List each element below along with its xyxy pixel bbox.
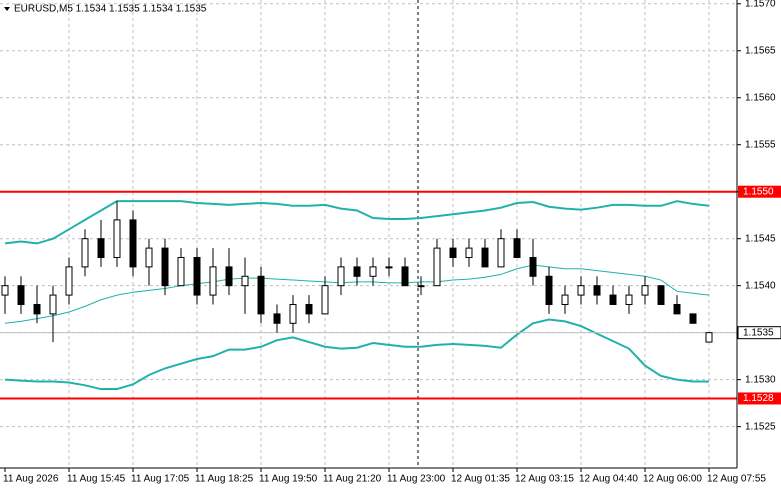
candle-body <box>385 266 393 269</box>
band-lower <box>4 318 709 391</box>
candle-body <box>449 247 457 258</box>
level-label-box <box>738 392 781 405</box>
y-tick-label: 1.1560 <box>745 92 776 103</box>
candle-body <box>81 238 89 268</box>
candle-body <box>513 238 521 258</box>
candle-body <box>193 256 201 296</box>
candle-body <box>689 313 697 324</box>
candle-body <box>465 247 473 258</box>
chart-title: EURUSD,M5 1.1534 1.1535 1.1534 1.1535 <box>14 4 207 15</box>
level-label: 1.1550 <box>743 186 774 197</box>
candle-body <box>209 266 217 296</box>
y-tick-label: 1.1555 <box>745 139 776 150</box>
candle-body <box>369 266 377 277</box>
candle-body <box>609 294 617 305</box>
candle-body <box>97 238 105 258</box>
candle-body <box>481 247 489 268</box>
x-tick-label: 12 Aug 03:15 <box>515 474 574 485</box>
band-upper <box>4 200 710 245</box>
y-tick-label: 1.1525 <box>745 421 776 432</box>
candle-body <box>305 303 313 315</box>
x-tick-label: 12 Aug 01:35 <box>451 474 510 485</box>
y-tick-label: 1.1545 <box>745 233 776 244</box>
x-tick-label: 12 Aug 04:40 <box>579 474 638 485</box>
candle-body <box>49 294 57 315</box>
candle-body <box>353 266 361 277</box>
y-tick-label: 1.1570 <box>745 0 776 9</box>
candle-body <box>657 285 665 305</box>
candle-body <box>177 256 185 287</box>
candle-body <box>705 332 713 343</box>
x-tick-label: 11 Aug 23:00 <box>387 474 446 485</box>
candle-body <box>545 275 553 305</box>
candle-body <box>401 266 409 287</box>
candle-body <box>273 313 281 324</box>
symbol-menu-icon[interactable] <box>4 7 10 11</box>
candle-body <box>225 266 233 287</box>
level-label: 1.1528 <box>743 393 774 404</box>
candle-body <box>1 285 9 296</box>
x-tick-label: 11 Aug 17:05 <box>131 474 190 485</box>
candle-body <box>529 256 537 277</box>
candle-body <box>321 285 329 315</box>
x-tick-label: 11 Aug 19:50 <box>259 474 318 485</box>
candle-body <box>145 247 153 268</box>
candle-body <box>417 285 425 288</box>
candle-body <box>577 285 585 296</box>
candle-body <box>337 266 345 287</box>
candle-body <box>433 247 441 287</box>
candle-body <box>113 219 121 258</box>
candle-body <box>257 275 265 315</box>
candle-body <box>673 303 681 315</box>
x-tick-label: 11 Aug 18:25 <box>195 474 254 485</box>
candle-body <box>497 238 505 268</box>
candle-body <box>625 294 633 305</box>
candle-body <box>33 303 41 315</box>
x-tick-label: 11 Aug 21:20 <box>323 474 382 485</box>
x-tick-label: 11 Aug 2026 <box>3 474 59 485</box>
candle-body <box>65 266 73 296</box>
x-tick-label: 12 Aug 07:55 <box>707 474 766 485</box>
level-label-box <box>738 185 781 198</box>
candle-body <box>289 303 297 324</box>
x-tick-label: 12 Aug 06:00 <box>643 474 702 485</box>
current-price-label: 1.1535 <box>743 327 774 338</box>
y-tick-label: 1.1530 <box>745 374 776 385</box>
candle-body <box>641 285 649 296</box>
x-tick-label: 11 Aug 15:45 <box>67 474 126 485</box>
y-tick-label: 1.1565 <box>745 45 776 56</box>
current-price-box <box>737 326 781 340</box>
candle-body <box>17 285 25 305</box>
candle-body <box>129 219 137 268</box>
candle-body <box>593 285 601 296</box>
candle-body <box>561 294 569 305</box>
candle-body <box>161 247 169 287</box>
candle-body <box>241 275 249 287</box>
y-tick-label: 1.1540 <box>745 280 776 291</box>
